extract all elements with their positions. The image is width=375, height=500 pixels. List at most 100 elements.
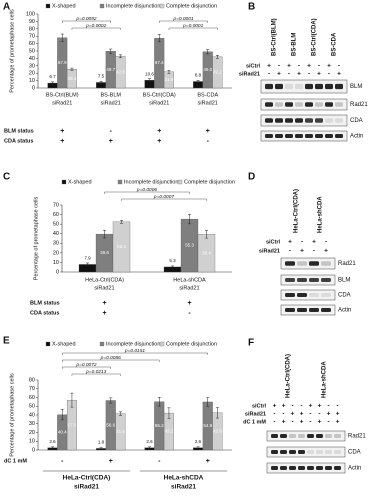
status-value: - — [61, 458, 64, 465]
value-label: 10.6 — [145, 71, 154, 76]
error-bar — [157, 397, 161, 407]
band — [285, 261, 295, 266]
row-value: + — [309, 403, 313, 410]
band — [285, 293, 295, 297]
band — [307, 450, 314, 454]
row-value: - — [282, 411, 284, 418]
value-label: 52.4 — [117, 244, 126, 249]
band-label: Actin — [348, 466, 361, 472]
legend-swatch — [159, 3, 165, 9]
error-bar — [205, 230, 208, 239]
y-tick-label: 80 — [29, 377, 35, 383]
band — [325, 118, 333, 123]
error-bar — [103, 230, 106, 239]
row-value: + — [282, 403, 286, 410]
band — [289, 450, 296, 454]
column-label: HeLa-shCDA — [322, 361, 328, 398]
row-value: - — [309, 419, 311, 426]
row-value: - — [308, 71, 310, 78]
value-label: 2.6 — [49, 439, 56, 444]
y-tick-label: 80 — [29, 26, 35, 32]
group-label: HeLa-shCDA — [164, 475, 204, 482]
band — [298, 434, 305, 438]
row-value: + — [273, 403, 277, 410]
row-value: + — [318, 403, 322, 410]
error-bar — [120, 220, 123, 224]
legend-label: Incomplete disjunction — [106, 341, 160, 347]
error-bar — [171, 265, 174, 269]
x-tick-label: BS-BLM — [101, 92, 122, 98]
row-value: + — [317, 71, 321, 78]
band — [285, 278, 295, 282]
band — [316, 434, 323, 438]
value-label: 39.6 — [100, 250, 109, 255]
error-bar — [99, 447, 103, 450]
x-tick-sublabel: siRad21 — [52, 100, 72, 106]
value-label: 55.2 — [155, 423, 164, 428]
y-tick-label: 50 — [29, 48, 35, 54]
column-label: BS-BLM — [292, 33, 298, 56]
row-value: + — [291, 411, 295, 418]
x-tick-sublabel: siRad21 — [149, 100, 169, 106]
band — [321, 261, 331, 266]
y-tick-label: 30 — [29, 63, 35, 69]
blot-frame — [260, 79, 348, 94]
p-value: p=0.0001 — [182, 23, 203, 29]
band — [334, 466, 341, 470]
band — [309, 261, 319, 266]
x-tick-label: HeLa-Ctrl(CDA) — [85, 277, 124, 283]
y-tick-label: 40 — [29, 412, 35, 418]
band — [335, 134, 343, 138]
y-tick-label: 70 — [53, 202, 59, 208]
value-label: 40.4 — [58, 430, 67, 435]
y-tick-label: 10 — [53, 260, 59, 266]
error-bar — [196, 446, 200, 449]
row-value: - — [291, 403, 293, 410]
blot-frame — [260, 98, 348, 111]
band — [298, 450, 305, 454]
row-value: - — [338, 63, 340, 70]
error-bar — [206, 49, 210, 55]
status-value: + — [206, 458, 210, 465]
error-bar — [118, 54, 122, 59]
band — [316, 450, 323, 454]
significance-bracket — [62, 366, 111, 369]
blot-frame — [266, 430, 346, 442]
p-value: p=0.0213 — [85, 369, 106, 375]
band — [315, 83, 323, 90]
row-value: - — [273, 411, 275, 418]
row-value: + — [312, 239, 316, 246]
status-value: + — [157, 138, 161, 145]
y-tick-label: 0 — [56, 269, 59, 275]
band — [280, 450, 287, 454]
significance-bracket — [168, 27, 218, 30]
error-bar — [196, 80, 200, 83]
panel-label: C — [3, 172, 10, 183]
y-tick-label: 100 — [26, 11, 35, 17]
y-tick-label: 40 — [29, 56, 35, 62]
group-sublabel: siRad21 — [74, 484, 99, 491]
blot-frame — [260, 130, 348, 142]
band — [307, 466, 314, 470]
legend-swatch — [99, 3, 105, 9]
row-value: + — [300, 419, 304, 426]
band — [280, 434, 287, 438]
blot-frame — [266, 446, 346, 458]
error-bar — [167, 70, 171, 74]
row-value: - — [278, 63, 280, 70]
band — [297, 261, 307, 266]
error-bar — [118, 411, 122, 416]
band — [295, 83, 303, 90]
column-label: BS-CDA — [332, 32, 338, 56]
status-value: + — [187, 300, 191, 307]
blot-frame — [280, 289, 336, 301]
band — [297, 293, 307, 297]
significance-bracket — [71, 373, 121, 376]
row-value: - — [300, 403, 302, 410]
status-value: + — [206, 128, 210, 135]
row-label: siRad21 — [239, 71, 260, 77]
band — [275, 83, 283, 90]
row-value: + — [287, 63, 291, 70]
row-value: + — [327, 63, 331, 70]
band — [315, 118, 323, 123]
